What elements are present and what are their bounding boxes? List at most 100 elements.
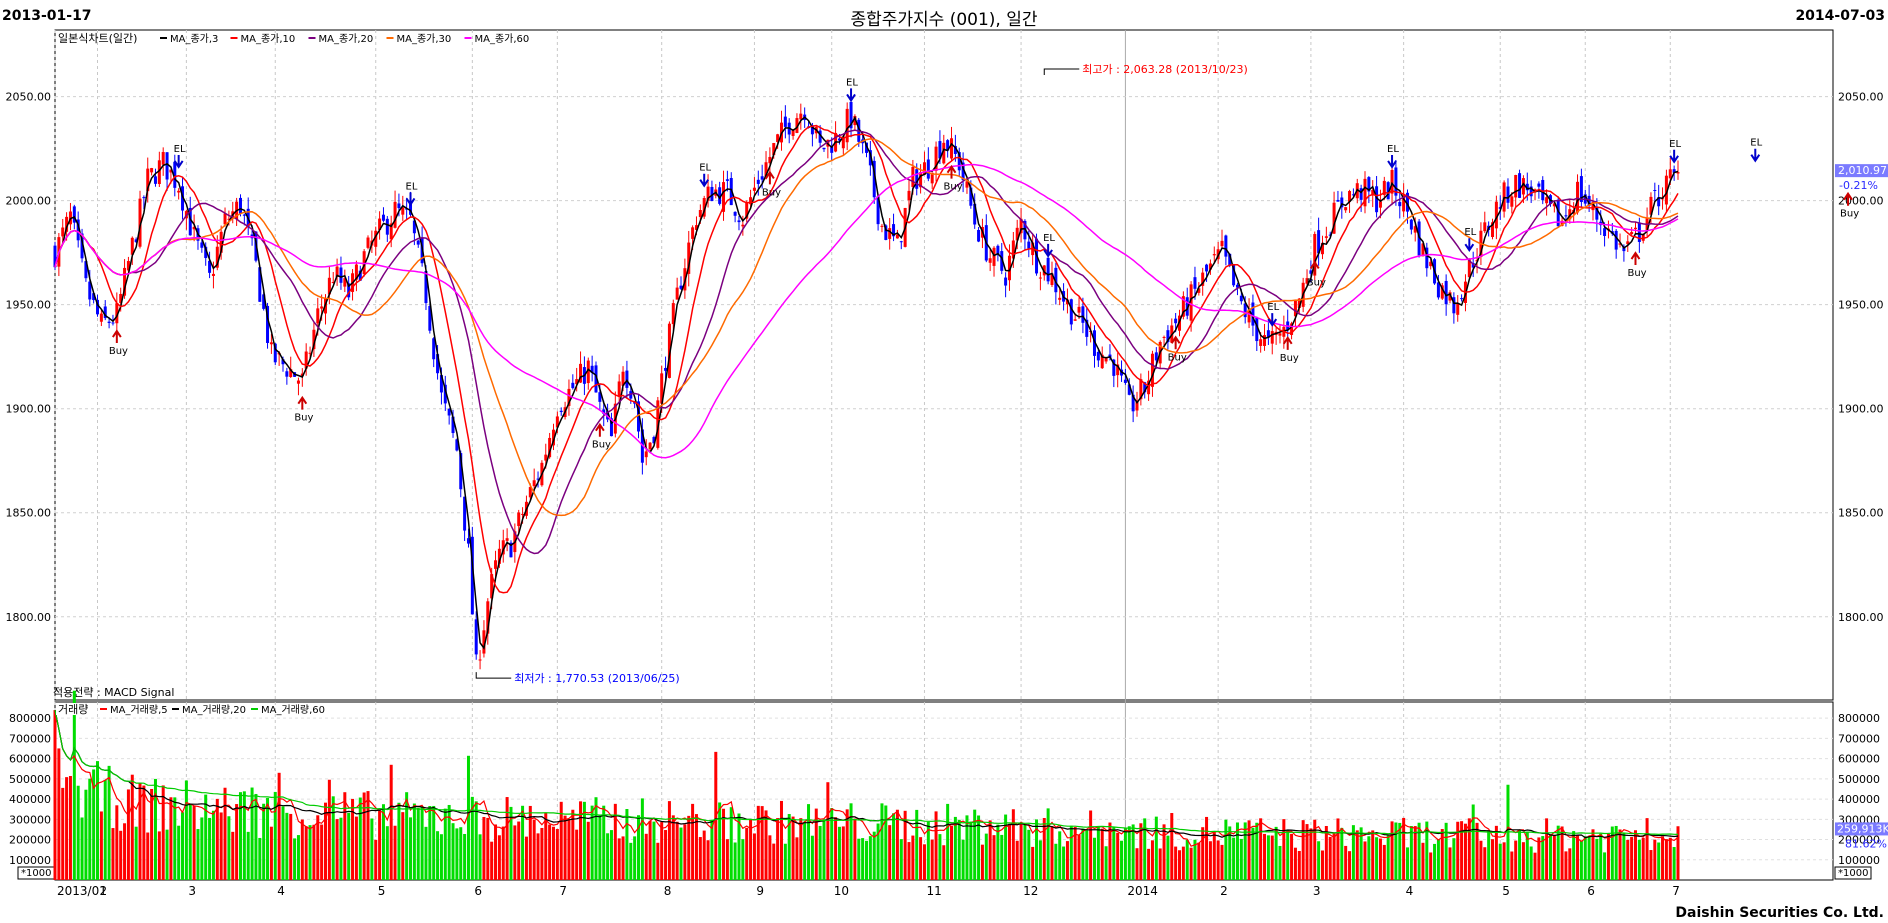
volume-bar bbox=[1042, 818, 1046, 880]
volume-bar bbox=[895, 809, 899, 880]
candle-body bbox=[1220, 240, 1224, 247]
candle-body bbox=[1046, 257, 1050, 282]
candle-body bbox=[1123, 379, 1127, 383]
volume-bar bbox=[273, 791, 277, 880]
volume-bar bbox=[409, 817, 413, 880]
volume-bar bbox=[992, 835, 996, 880]
candle-body bbox=[946, 140, 950, 151]
candle-body bbox=[710, 186, 714, 202]
candle-body bbox=[1112, 359, 1116, 376]
volume-bar bbox=[648, 820, 652, 880]
volume-bar bbox=[559, 801, 563, 880]
volume-bar bbox=[439, 834, 443, 880]
candle-body bbox=[1004, 277, 1008, 286]
volume-bar bbox=[463, 833, 467, 880]
candle-body bbox=[1518, 173, 1522, 198]
volume-bar bbox=[722, 808, 726, 880]
candle-body bbox=[575, 379, 579, 385]
volume-bar bbox=[629, 842, 633, 880]
candle-body bbox=[752, 187, 756, 191]
volume-bar bbox=[1386, 835, 1390, 880]
candle-body bbox=[1278, 333, 1282, 336]
signal-buy-arrow bbox=[595, 422, 605, 437]
candle-body bbox=[1641, 234, 1645, 241]
volume-bar bbox=[1518, 829, 1522, 880]
volume-bar bbox=[575, 829, 579, 880]
volume-bar bbox=[1293, 847, 1297, 880]
volume-bar bbox=[795, 837, 799, 880]
volume-bar bbox=[1120, 840, 1124, 880]
volume-bar bbox=[374, 839, 378, 880]
x-tick-label: 11 bbox=[926, 884, 941, 898]
candle-body bbox=[1491, 222, 1495, 238]
candle-body bbox=[1131, 394, 1135, 412]
volume-bar bbox=[466, 755, 470, 880]
candle-body bbox=[1270, 331, 1274, 344]
volume-bar bbox=[513, 825, 517, 880]
ma30-line bbox=[54, 138, 1679, 517]
candle-body bbox=[238, 197, 242, 214]
volume-bar bbox=[1657, 842, 1661, 880]
signal-buy-label: Buy bbox=[1840, 209, 1859, 220]
volume-bar bbox=[633, 836, 637, 880]
candle-body bbox=[1247, 309, 1251, 323]
price-y-tick-right: 2050.00 bbox=[1838, 91, 1884, 104]
candle-body bbox=[327, 277, 331, 295]
candle-body bbox=[544, 454, 548, 461]
x-tick-label: 7 bbox=[559, 884, 567, 898]
volume-bar bbox=[177, 825, 181, 880]
ma60-line bbox=[54, 163, 1679, 459]
volume-bar bbox=[1371, 830, 1375, 880]
volume-bar bbox=[1007, 823, 1011, 880]
volume-bar bbox=[339, 817, 343, 880]
candle-body bbox=[374, 230, 378, 247]
price-legend-label: MA_종가,3 bbox=[170, 33, 218, 45]
candle-body bbox=[1297, 298, 1301, 309]
candle-body bbox=[795, 118, 799, 133]
volume-bar bbox=[1220, 844, 1224, 880]
candle-body bbox=[1050, 273, 1054, 285]
volume-bar bbox=[617, 838, 621, 880]
volume-bar bbox=[946, 803, 950, 880]
volume-bar bbox=[625, 808, 629, 880]
strategy-label: 적용전략 : MACD Signal bbox=[53, 686, 174, 699]
volume-bar bbox=[1421, 842, 1425, 880]
candle-body bbox=[208, 260, 212, 273]
vol-ma60-line bbox=[54, 709, 1679, 836]
candle-body bbox=[436, 354, 440, 374]
candle-body bbox=[107, 321, 111, 324]
volume-bar bbox=[799, 818, 803, 880]
candle-body bbox=[953, 146, 957, 154]
volume-bar bbox=[1085, 830, 1089, 880]
volume-bar bbox=[1054, 843, 1058, 880]
volume-bar bbox=[1406, 847, 1409, 880]
signal-buy-label: Buy bbox=[944, 182, 963, 193]
volume-bar bbox=[996, 824, 1000, 880]
volume-bar bbox=[1413, 826, 1417, 880]
candle-body bbox=[555, 416, 559, 428]
volume-bar bbox=[509, 806, 513, 880]
last-price-value: 2,010.97 bbox=[1838, 164, 1887, 177]
volume-bar bbox=[694, 814, 698, 880]
volume-bar bbox=[1583, 836, 1587, 880]
volume-bar bbox=[1375, 837, 1379, 880]
volume-bar bbox=[1205, 816, 1209, 880]
candle-body bbox=[455, 439, 459, 451]
signal-el-label: EL bbox=[1669, 139, 1681, 150]
candle-body bbox=[521, 513, 525, 515]
volume-bar bbox=[637, 815, 641, 880]
volume-bar bbox=[57, 748, 61, 880]
volume-bar bbox=[814, 808, 818, 880]
candle-body bbox=[200, 242, 204, 248]
volume-bar bbox=[184, 780, 188, 880]
volume-bar bbox=[567, 819, 571, 880]
volume-bar bbox=[370, 818, 374, 880]
volume-bar bbox=[254, 793, 258, 880]
volume-bar bbox=[783, 843, 787, 880]
candle-body bbox=[115, 303, 119, 324]
volume-bar bbox=[640, 798, 644, 880]
candle-body bbox=[841, 136, 845, 149]
signal-buy-label: Buy bbox=[1168, 352, 1187, 363]
volume-bar bbox=[1274, 826, 1278, 880]
